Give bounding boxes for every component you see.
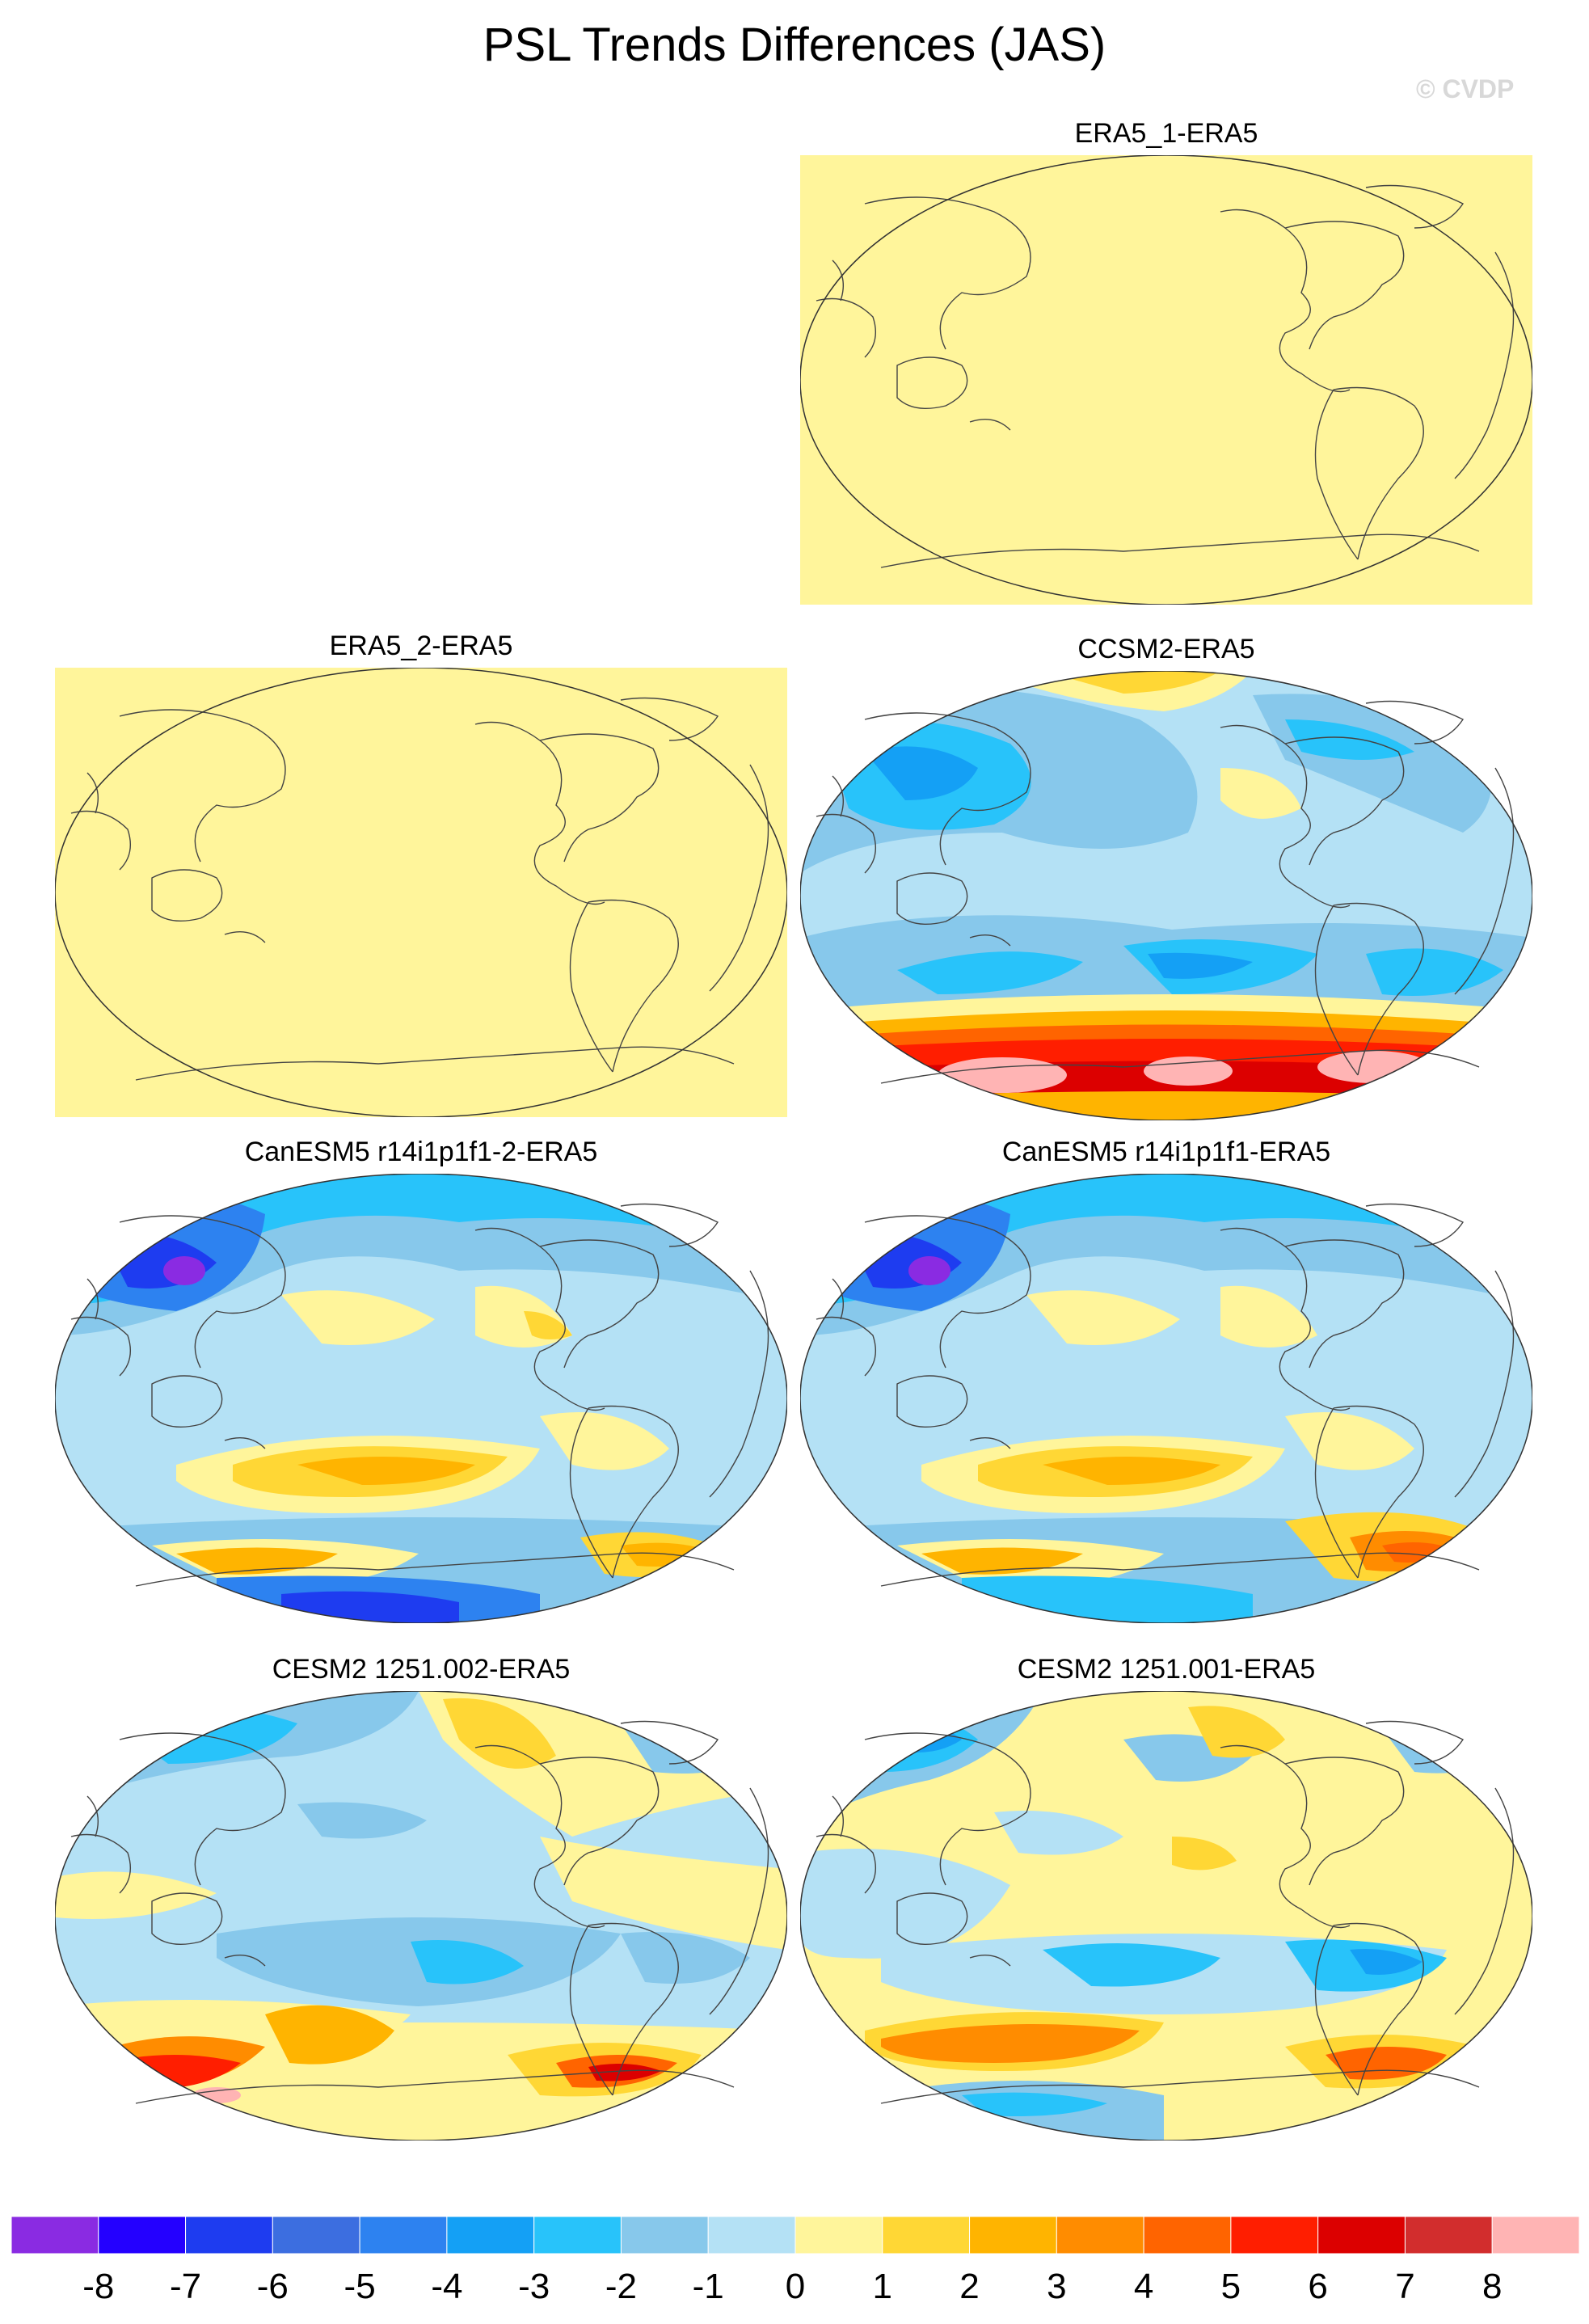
colorbar-cell: [185, 2216, 273, 2254]
colorbar-tick-label: 1: [872, 2267, 892, 2306]
colorbar-cell: [620, 2216, 709, 2254]
map-era5-2: [55, 668, 787, 1117]
colorbar-cell: [1143, 2216, 1232, 2254]
panel-title: CCSM2-ERA5: [1077, 634, 1255, 664]
panel-title: CanESM5 r14i1p1f1-ERA5: [1001, 1137, 1331, 1167]
colorbar-cell: [1491, 2216, 1579, 2254]
colorbar-cell: [882, 2216, 971, 2254]
panel-title: ERA5_1-ERA5: [1074, 118, 1258, 149]
colorbar-cell: [1404, 2216, 1493, 2254]
flat-field-background: [800, 155, 1532, 605]
colorbar-cell: [98, 2216, 187, 2254]
map-canesm5: [800, 1174, 1532, 1623]
map-canesm5-2: [55, 1174, 787, 1623]
colorbar-tick-label: 3: [1047, 2267, 1067, 2306]
colorbar-tick-label: -1: [692, 2267, 724, 2306]
colorbar-cell: [11, 2216, 99, 2254]
colorbar-tick-label: 0: [785, 2267, 806, 2306]
colorbar-tick-label: 7: [1395, 2267, 1415, 2306]
colorbar-tick-label: -7: [169, 2267, 202, 2306]
colorbar-labels: -8 -7 -6 -5 -4 -3 -2 -1 0 1 2 3 4 5 6 7 8: [11, 2267, 1579, 2315]
colorbar-tick-label: -8: [82, 2267, 115, 2306]
copyright-watermark: © CVDP: [1416, 74, 1515, 103]
colorbar-cell: [1230, 2216, 1319, 2254]
colorbar-cell: [272, 2216, 360, 2254]
map-cesm2-002: [55, 1691, 787, 2141]
map-cesm2-001: [800, 1691, 1532, 2141]
figure-title: PSL Trends Differences (JAS): [483, 19, 1106, 71]
colorbar-cell: [359, 2216, 448, 2254]
map-ccsm2: [800, 671, 1532, 1120]
colorbar: [11, 2216, 1579, 2254]
colorbar-tick-label: 5: [1220, 2267, 1241, 2306]
colorbar-tick-label: -6: [256, 2267, 289, 2306]
map-era5-1: [800, 155, 1532, 605]
panel-title: ERA5_2-ERA5: [329, 631, 513, 661]
colorbar-cell: [1056, 2216, 1144, 2254]
colorbar-tick-label: 8: [1482, 2267, 1503, 2306]
colorbar-tick-label: -4: [431, 2267, 463, 2306]
colorbar-cell: [794, 2216, 883, 2254]
panel-title: CanESM5 r14i1p1f1-2-ERA5: [244, 1137, 598, 1167]
colorbar-tick-label: 4: [1133, 2267, 1154, 2306]
colorbar-cell: [1317, 2216, 1406, 2254]
colorbar-cells: [11, 2216, 1579, 2254]
colorbar-cell: [969, 2216, 1057, 2254]
colorbar-tick-label: -2: [605, 2267, 637, 2306]
colorbar-cell: [446, 2216, 535, 2254]
colorbar-tick-label: 2: [959, 2267, 980, 2306]
flat-field-background: [55, 668, 787, 1117]
colorbar-tick-label: -5: [344, 2267, 376, 2306]
panel-title: CESM2 1251.001-ERA5: [1017, 1654, 1316, 1685]
panel-title: CESM2 1251.002-ERA5: [272, 1654, 571, 1685]
colorbar-cell: [533, 2216, 622, 2254]
colorbar-cell: [707, 2216, 796, 2254]
colorbar-tick-label: -3: [518, 2267, 550, 2306]
colorbar-tick-label: 6: [1308, 2267, 1328, 2306]
